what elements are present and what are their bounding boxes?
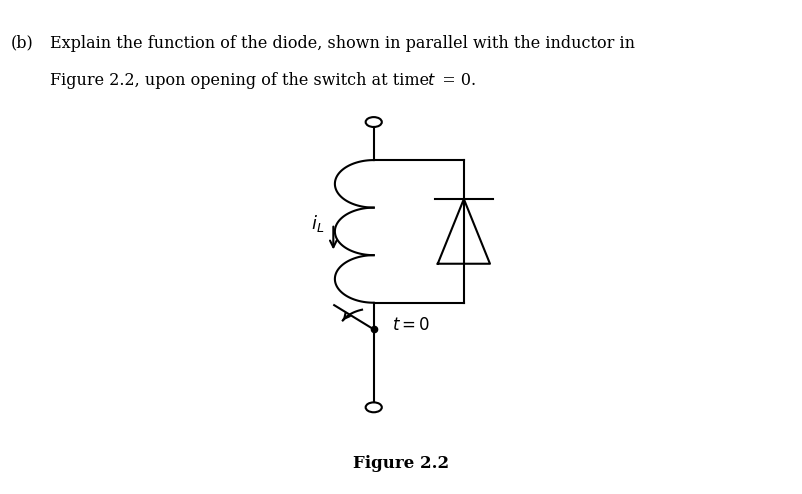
Text: (b): (b): [10, 35, 33, 51]
Text: Figure 2.2, upon opening of the switch at time: Figure 2.2, upon opening of the switch a…: [50, 72, 434, 88]
Text: Figure 2.2: Figure 2.2: [353, 455, 449, 472]
Text: $t = 0$: $t = 0$: [392, 317, 431, 334]
Text: $t$: $t$: [427, 72, 436, 88]
Text: = 0.: = 0.: [439, 72, 476, 88]
Text: $i_L$: $i_L$: [310, 213, 324, 234]
Text: Explain the function of the diode, shown in parallel with the inductor in: Explain the function of the diode, shown…: [50, 35, 634, 51]
